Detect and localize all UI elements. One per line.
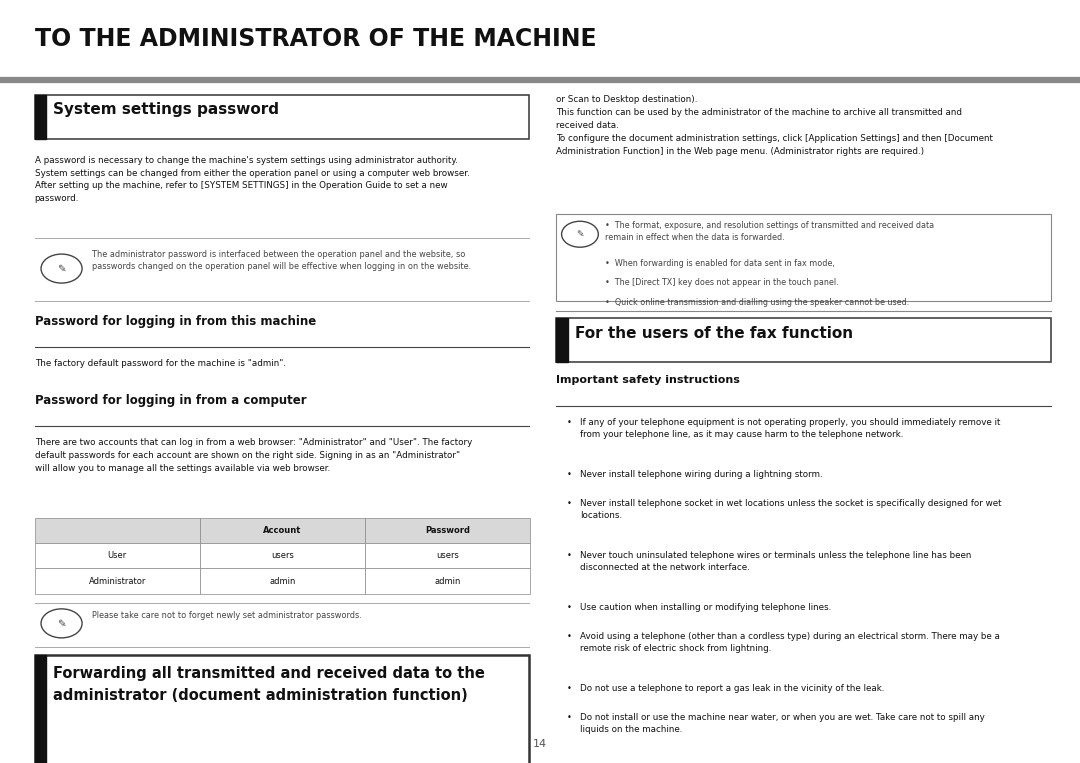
Text: •  The format, exposure, and resolution settings of transmitted and received dat: • The format, exposure, and resolution s… bbox=[605, 221, 934, 242]
Bar bbox=[556, 214, 1051, 301]
Text: Avoid using a telephone (other than a cordless type) during an electrical storm.: Avoid using a telephone (other than a co… bbox=[580, 632, 1000, 653]
Text: •: • bbox=[567, 713, 572, 722]
Bar bbox=[35, 655, 529, 763]
Bar bbox=[35, 95, 529, 139]
Bar bbox=[556, 318, 568, 362]
Text: •: • bbox=[567, 418, 572, 427]
Text: Administrator: Administrator bbox=[89, 577, 146, 585]
Text: •: • bbox=[567, 470, 572, 479]
Text: or Scan to Desktop destination).
This function can be used by the administrator : or Scan to Desktop destination). This fu… bbox=[556, 95, 994, 156]
Text: Do not install or use the machine near water, or when you are wet. Take care not: Do not install or use the machine near w… bbox=[580, 713, 985, 734]
Text: Use caution when installing or modifying telephone lines.: Use caution when installing or modifying… bbox=[580, 603, 832, 612]
Text: The administrator password is interfaced between the operation panel and the web: The administrator password is interfaced… bbox=[92, 250, 471, 271]
Text: •: • bbox=[567, 499, 572, 508]
Text: If any of your telephone equipment is not operating properly, you should immedia: If any of your telephone equipment is no… bbox=[580, 418, 1000, 439]
Text: Never install telephone wiring during a lightning storm.: Never install telephone wiring during a … bbox=[580, 470, 823, 479]
Text: Password for logging in from this machine: Password for logging in from this machin… bbox=[35, 315, 315, 328]
Text: System settings password: System settings password bbox=[53, 102, 279, 118]
Text: TO THE ADMINISTRATOR OF THE MACHINE: TO THE ADMINISTRATOR OF THE MACHINE bbox=[35, 27, 596, 50]
Bar bbox=[200, 568, 365, 594]
Text: •  When forwarding is enabled for data sent in fax mode,: • When forwarding is enabled for data se… bbox=[605, 259, 835, 269]
Bar bbox=[35, 95, 46, 139]
Bar bbox=[365, 518, 530, 543]
Text: •: • bbox=[567, 684, 572, 693]
Text: users: users bbox=[271, 552, 294, 560]
Text: The factory default password for the machine is "admin".: The factory default password for the mac… bbox=[35, 359, 285, 369]
Text: A password is necessary to change the machine's system settings using administra: A password is necessary to change the ma… bbox=[35, 156, 470, 203]
Text: ✎: ✎ bbox=[57, 263, 66, 274]
Text: For the users of the fax function: For the users of the fax function bbox=[575, 326, 853, 341]
Text: •: • bbox=[567, 551, 572, 560]
Bar bbox=[365, 568, 530, 594]
Bar bbox=[200, 543, 365, 568]
Text: •  Quick online transmission and dialling using the speaker cannot be used.: • Quick online transmission and dialling… bbox=[605, 298, 909, 307]
Text: User: User bbox=[108, 552, 126, 560]
Bar bbox=[35, 543, 200, 568]
Text: Do not use a telephone to report a gas leak in the vicinity of the leak.: Do not use a telephone to report a gas l… bbox=[580, 684, 885, 693]
Bar bbox=[35, 518, 200, 543]
Text: Password for logging in from a computer: Password for logging in from a computer bbox=[35, 394, 307, 407]
Text: Account: Account bbox=[264, 526, 301, 535]
Bar bbox=[35, 568, 200, 594]
Text: Never install telephone socket in wet locations unless the socket is specificall: Never install telephone socket in wet lo… bbox=[580, 499, 1001, 520]
Text: Please take care not to forget newly set administrator passwords.: Please take care not to forget newly set… bbox=[92, 611, 362, 620]
Text: Never touch uninsulated telephone wires or terminals unless the telephone line h: Never touch uninsulated telephone wires … bbox=[580, 551, 971, 572]
Text: ✎: ✎ bbox=[57, 618, 66, 629]
Bar bbox=[35, 655, 46, 763]
Text: There are two accounts that can log in from a web browser: "Administrator" and ": There are two accounts that can log in f… bbox=[35, 438, 472, 472]
Bar bbox=[365, 543, 530, 568]
Text: •  The [Direct TX] key does not appear in the touch panel.: • The [Direct TX] key does not appear in… bbox=[605, 278, 838, 288]
Bar bbox=[556, 318, 1051, 362]
Text: ✎: ✎ bbox=[577, 230, 583, 239]
Text: 14: 14 bbox=[532, 739, 548, 749]
Text: admin: admin bbox=[269, 577, 296, 585]
Text: Forwarding all transmitted and received data to the
administrator (document admi: Forwarding all transmitted and received … bbox=[53, 666, 485, 703]
Text: admin: admin bbox=[434, 577, 461, 585]
Text: Password: Password bbox=[426, 526, 470, 535]
Text: •: • bbox=[567, 603, 572, 612]
Text: •: • bbox=[567, 632, 572, 641]
Text: users: users bbox=[436, 552, 459, 560]
Text: Important safety instructions: Important safety instructions bbox=[556, 375, 740, 385]
Bar bbox=[200, 518, 365, 543]
